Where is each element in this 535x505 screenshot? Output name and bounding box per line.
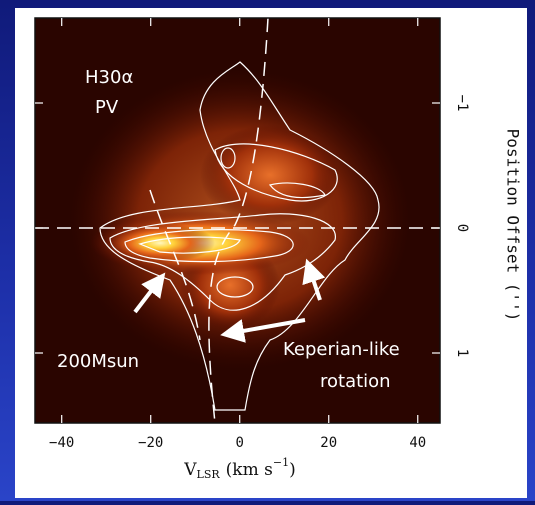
x-label-sup: −1 xyxy=(273,456,289,469)
y-axis-label: Position Offset ('') xyxy=(504,129,523,322)
image xyxy=(35,18,440,423)
y-tick-label: 1 xyxy=(454,349,470,357)
x-tick-label: 20 xyxy=(320,435,337,451)
y-tick-label: 0 xyxy=(454,224,470,232)
annotation: Keperian-like xyxy=(283,339,400,360)
x-tick-label: −40 xyxy=(49,435,74,451)
x-axis-label: VLSR (km s−1) xyxy=(183,456,295,481)
x-tick-label: −20 xyxy=(138,435,163,451)
x-tick-label: 0 xyxy=(236,435,244,451)
x-label-close: ) xyxy=(289,460,296,480)
x-tick-label: 40 xyxy=(409,435,426,451)
annotation: rotation xyxy=(320,371,391,392)
annotation: PV xyxy=(95,97,119,118)
x-label-unit: (km s xyxy=(226,460,273,480)
annotation: 200Msun xyxy=(57,351,139,372)
annotation: H30α xyxy=(85,67,133,88)
x-label-main: V xyxy=(183,460,197,480)
x-label-sub: LSR xyxy=(197,468,221,481)
y-tick-label: −1 xyxy=(454,95,470,112)
